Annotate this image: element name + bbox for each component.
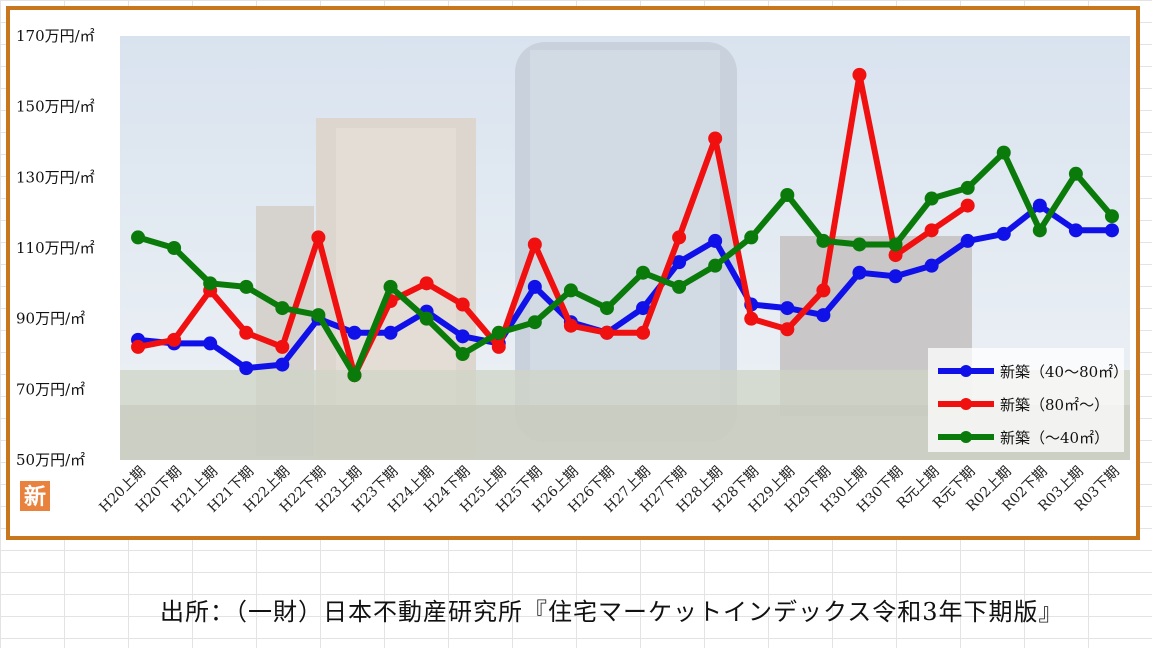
data-point — [960, 198, 975, 213]
legend-label: 新築（～40㎡） — [1000, 429, 1109, 447]
data-point — [816, 308, 831, 323]
line-chart: 170万円/㎡ 150万円/㎡ 130万円/㎡ 110万円/㎡ 90万円/㎡ 70万円/㎡… — [16, 27, 1130, 516]
data-point — [744, 230, 759, 245]
data-point — [599, 301, 614, 316]
legend-swatch-marker — [960, 398, 972, 410]
data-point — [816, 283, 831, 298]
data-point — [275, 339, 290, 354]
y-tick-label: 110万円/㎡ — [16, 239, 95, 257]
data-point — [455, 329, 470, 344]
data-point — [1032, 223, 1047, 238]
legend-swatch-marker — [960, 431, 972, 443]
data-point — [167, 332, 182, 347]
data-point — [852, 237, 867, 252]
data-point — [419, 311, 434, 326]
data-point — [780, 322, 795, 337]
data-point — [708, 258, 723, 273]
data-point — [636, 265, 651, 280]
data-point — [599, 325, 614, 340]
legend-swatch-marker — [960, 365, 972, 377]
data-point — [275, 301, 290, 316]
data-point — [383, 279, 398, 294]
data-point — [563, 318, 578, 333]
data-point — [491, 339, 506, 354]
data-point — [960, 180, 975, 195]
new-badge: 新 — [20, 481, 50, 511]
data-point — [275, 357, 290, 372]
data-point — [563, 283, 578, 298]
data-point — [1068, 223, 1083, 238]
data-point — [167, 241, 182, 255]
y-tick-label: 170万円/㎡ — [16, 27, 95, 45]
series-path — [137, 149, 1115, 379]
data-point — [816, 233, 831, 248]
data-point — [347, 368, 362, 383]
data-point — [636, 301, 651, 316]
data-point — [672, 230, 687, 245]
data-point — [888, 248, 903, 263]
data-point — [419, 276, 434, 291]
data-point — [852, 265, 867, 280]
data-point — [708, 131, 723, 146]
data-point — [527, 237, 542, 252]
source-citation: 出所：（一財）日本不動産研究所『住宅マーケットインデックス令和3年下期版』 — [160, 598, 1064, 626]
legend-label: 新築（80㎡～） — [1000, 396, 1109, 414]
data-point — [131, 230, 146, 245]
data-point — [924, 191, 939, 206]
data-point — [1104, 209, 1119, 224]
new-badge-box — [20, 481, 50, 511]
legend-label: 新築（40～80㎡） — [1000, 363, 1128, 381]
data-point — [311, 308, 326, 323]
y-tick-label: 90万円/㎡ — [16, 310, 85, 328]
legend: 新築（40～80㎡） 新築（80㎡～） 新築（～40㎡） — [928, 348, 1128, 452]
series-line — [131, 145, 1119, 383]
data-point — [888, 237, 903, 252]
data-point — [672, 279, 687, 294]
data-point — [239, 361, 254, 376]
data-point — [203, 336, 218, 351]
y-tick-label: 70万円/㎡ — [16, 380, 85, 398]
data-point — [239, 279, 254, 294]
data-point — [780, 301, 795, 316]
series-line — [131, 67, 975, 383]
series-path — [137, 202, 1112, 372]
data-point — [960, 233, 975, 248]
data-point — [636, 325, 651, 340]
data-point — [708, 233, 723, 248]
data-point — [924, 223, 939, 238]
data-point — [1104, 223, 1119, 238]
data-point — [1068, 166, 1083, 181]
data-point — [888, 269, 903, 284]
data-point — [203, 276, 218, 291]
data-point — [996, 145, 1011, 160]
x-axis: H20上期H20下期H21上期H21下期H22上期H22下期H23上期H23下期… — [97, 464, 1123, 516]
data-point — [744, 311, 759, 326]
y-tick-label: 50万円/㎡ — [16, 451, 85, 469]
chart-frame: 170万円/㎡ 150万円/㎡ 130万円/㎡ 110万円/㎡ 90万円/㎡ 70万円/㎡… — [6, 6, 1140, 540]
data-point — [1032, 198, 1047, 213]
data-point — [527, 279, 542, 294]
series-line — [131, 198, 1119, 376]
data-point — [996, 226, 1011, 241]
data-point — [131, 339, 146, 354]
data-point — [527, 315, 542, 330]
series-layer — [131, 67, 1119, 383]
data-point — [455, 347, 470, 361]
y-tick-label: 130万円/㎡ — [16, 168, 95, 186]
y-axis: 170万円/㎡ 150万円/㎡ 130万円/㎡ 110万円/㎡ 90万円/㎡ 70万円/㎡… — [16, 27, 95, 469]
data-point — [780, 188, 795, 202]
data-point — [383, 325, 398, 340]
data-point — [491, 325, 506, 340]
data-point — [347, 325, 362, 340]
data-point — [311, 230, 326, 245]
data-point — [852, 67, 867, 82]
data-point — [672, 255, 687, 270]
data-point — [924, 258, 939, 273]
y-tick-label: 150万円/㎡ — [16, 98, 95, 116]
new-badge-text: 新 — [24, 484, 46, 510]
data-point — [455, 297, 470, 312]
data-point — [239, 325, 254, 340]
